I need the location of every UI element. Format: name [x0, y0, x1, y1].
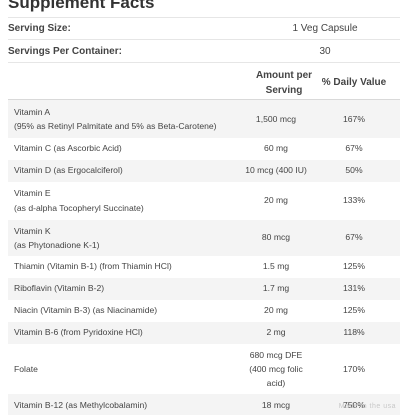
nutrient-daily-value: 118% — [343, 327, 365, 337]
nutrient-amount: 20 mg — [264, 195, 288, 205]
divider — [8, 62, 400, 63]
nutrient-amount-line: acid) — [266, 378, 286, 388]
header-divider — [8, 99, 400, 100]
servings-per-container-value: 30 — [319, 46, 331, 57]
table-row: Vitamin C (as Ascorbic Acid) 60 mg 67% — [8, 138, 400, 160]
serving-size-value: 1 Veg Capsule — [292, 23, 358, 34]
nutrient-daily-value: 125% — [343, 261, 365, 271]
nutrient-amount: 10 mcg (400 IU) — [245, 165, 307, 175]
nutrient-daily-value: 125% — [343, 305, 365, 315]
nutrient-daily-value: 750% — [343, 400, 365, 410]
nutrient-name: Vitamin C (as Ascorbic Acid) — [14, 143, 122, 153]
nutrient-amount: 60 mg — [264, 143, 288, 153]
nutrient-amount: 20 mg — [264, 305, 288, 315]
nutrient-name: Vitamin A — [14, 107, 51, 117]
nutrient-name: Vitamin D (as Ergocalciferol) — [14, 165, 123, 175]
serving-size-label: Serving Size: — [8, 23, 71, 34]
panel-title: Supplement Facts — [8, 0, 155, 12]
table-row: Vitamin A (95% as Retinyl Palmitate and … — [8, 100, 400, 138]
nutrient-name: Vitamin K — [14, 226, 51, 236]
nutrient-name: Folate — [14, 364, 38, 374]
nutrient-subname: (95% as Retinyl Palmitate and 5% as Beta… — [14, 121, 217, 131]
nutrient-daily-value: 167% — [343, 114, 365, 124]
table-row: Riboflavin (Vitamin B-2) 1.7 mg 131% — [8, 278, 400, 300]
nutrient-name: Vitamin E — [14, 188, 51, 198]
nutrient-subname: (as Phytonadione K-1) — [14, 240, 100, 250]
nutrient-daily-value: 170% — [343, 364, 365, 374]
nutrient-daily-value: 50% — [345, 165, 363, 175]
nutrient-amount-line: 680 mcg DFE — [249, 350, 303, 360]
divider — [8, 39, 400, 40]
nutrient-amount: 18 mcg — [261, 400, 291, 410]
nutrient-name: Thiamin (Vitamin B-1) (from Thiamin HCl) — [14, 261, 172, 271]
nutrient-daily-value: 131% — [343, 283, 365, 293]
nutrient-subname: (as d-alpha Tocopheryl Succinate) — [14, 203, 144, 213]
table-row: Thiamin (Vitamin B-1) (from Thiamin HCl)… — [8, 256, 400, 278]
nutrient-name: Riboflavin (Vitamin B-2) — [14, 283, 105, 293]
nutrient-daily-value: 133% — [343, 195, 365, 205]
nutrient-daily-value: 67% — [345, 143, 363, 153]
daily-value-column-header: % Daily Value — [321, 77, 387, 88]
table-row: Niacin (Vitamin B-3) (as Niacinamide) 20… — [8, 300, 400, 322]
table-row: Vitamin B-12 (as Methylcobalamin) 18 mcg… — [8, 394, 400, 415]
nutrient-amount: 1.7 mg — [262, 283, 290, 293]
nutrient-amount-line: (400 mcg folic — [249, 364, 303, 374]
nutrient-amount: 1,500 mcg — [255, 114, 297, 124]
nutrient-daily-value: 67% — [345, 232, 363, 242]
table-row: Folate 680 mcg DFE (400 mcg folic acid) … — [8, 344, 400, 394]
nutrient-amount: 80 mcg — [261, 232, 291, 242]
table-row: Vitamin K (as Phytonadione K-1) 80 mcg 6… — [8, 220, 400, 256]
nutrient-amount: 2 mg — [266, 327, 286, 337]
nutrient-name: Vitamin B-6 (from Pyridoxine HCl) — [14, 327, 143, 337]
watermark: Made in the usa — [338, 403, 396, 410]
nutrient-name: Niacin (Vitamin B-3) (as Niacinamide) — [14, 305, 158, 315]
amount-column-header: Amount per Serving — [255, 70, 313, 96]
servings-per-container-label: Servings Per Container: — [8, 46, 122, 57]
nutrient-amount: 1.5 mg — [262, 261, 290, 271]
divider — [8, 17, 400, 18]
nutrient-name: Vitamin B-12 (as Methylcobalamin) — [14, 400, 148, 410]
table-row: Vitamin D (as Ergocalciferol) 10 mcg (40… — [8, 160, 400, 182]
table-row: Vitamin B-6 (from Pyridoxine HCl) 2 mg 1… — [8, 322, 400, 344]
table-row: Vitamin E (as d-alpha Tocopheryl Succina… — [8, 182, 400, 220]
